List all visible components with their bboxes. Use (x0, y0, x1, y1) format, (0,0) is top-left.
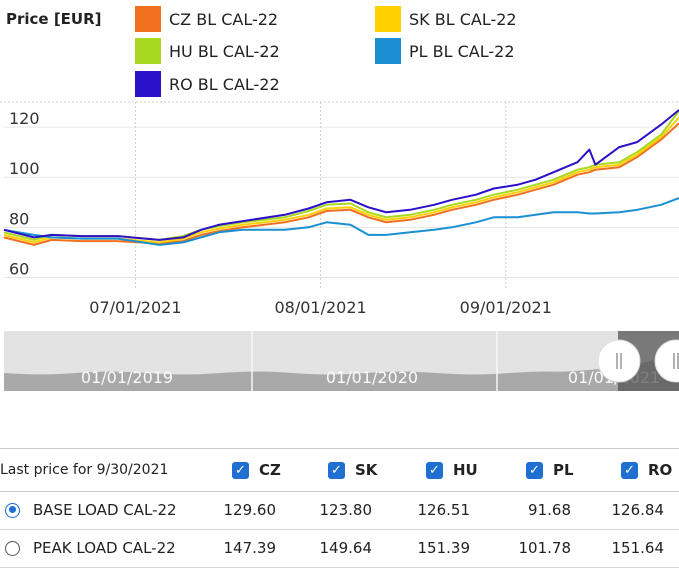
price-value: 101.78 (518, 539, 572, 557)
price-value: 129.60 (223, 501, 277, 519)
series-line (3, 116, 679, 244)
price-value: 91.68 (528, 501, 571, 519)
price-table-header: Last price for 9/30/2021 ✓ CZ ✓ SK ✓ HU ✓ PL ✓ RO (0, 448, 679, 492)
column-checkbox[interactable]: ✓ (621, 461, 638, 479)
column-checkbox[interactable]: ✓ (426, 461, 443, 479)
legend-swatch (135, 6, 161, 32)
y-tick-label: 60 (9, 259, 29, 278)
column-name: RO (648, 461, 673, 479)
row-label: BASE LOAD CAL-22 (33, 501, 177, 519)
x-tick-label: 07/01/2021 (89, 298, 181, 317)
navigator-series-area (4, 355, 679, 391)
row-label: PEAK LOAD CAL-22 (33, 539, 176, 557)
y-axis-label: Price [EUR] (6, 10, 102, 28)
column-checkbox[interactable]: ✓ (328, 461, 345, 479)
table-row[interactable]: BASE LOAD CAL-22 129.60 123.80 126.51 91.68 1… (0, 491, 679, 530)
legend-label: CZ BL CAL-22 (169, 9, 279, 29)
row-radio-button[interactable] (5, 540, 20, 556)
legend-label: SK BL CAL-22 (409, 9, 517, 29)
column-header: ✓ SK (328, 449, 377, 491)
legend-item[interactable]: SK BL CAL-22 (375, 5, 517, 33)
navigator-date-label: 01/01/2019 (81, 368, 173, 387)
drag-handle-icon[interactable] (654, 339, 679, 383)
legend-item[interactable]: CZ BL CAL-22 (135, 5, 278, 33)
series-line (3, 109, 679, 241)
column-checkbox[interactable]: ✓ (526, 461, 543, 479)
column-checkbox[interactable]: ✓ (232, 461, 249, 479)
y-tick-label: 80 (9, 209, 29, 228)
navigator-date-label: 01/01/2020 (326, 368, 418, 387)
legend-item[interactable]: HU BL CAL-22 (135, 37, 280, 65)
line-chart: 60 80 100 120 07/01/2021 08/01/2021 09/01/2021 (0, 101, 679, 317)
legend-label: PL BL CAL-22 (409, 41, 515, 61)
column-header: ✓ PL (526, 449, 574, 491)
series-line (3, 122, 679, 246)
legend-swatch (135, 38, 161, 64)
price-value: 123.80 (319, 501, 373, 519)
legend-item[interactable]: RO BL CAL-22 (135, 70, 280, 98)
legend-label: HU BL CAL-22 (169, 41, 280, 61)
column-header: ✓ HU (426, 449, 478, 491)
legend-swatch (135, 71, 161, 97)
legend-item[interactable]: PL BL CAL-22 (375, 37, 515, 65)
price-value: 126.84 (611, 501, 665, 519)
price-value: 147.39 (223, 539, 277, 557)
column-name: HU (453, 461, 478, 479)
price-value: 151.39 (417, 539, 471, 557)
column-name: PL (553, 461, 574, 479)
column-name: SK (355, 461, 378, 479)
table-row[interactable]: PEAK LOAD CAL-22 147.39 149.64 151.39 101.78… (0, 529, 679, 568)
x-tick-label: 09/01/2021 (460, 298, 552, 317)
legend-label: RO BL CAL-22 (169, 74, 280, 94)
price-value: 151.64 (611, 539, 665, 557)
series-line (3, 197, 679, 246)
price-value: 149.64 (319, 539, 373, 557)
y-tick-label: 100 (9, 159, 40, 178)
row-radio-button[interactable] (5, 502, 20, 518)
column-name: CZ (259, 461, 281, 479)
x-tick-label: 08/01/2021 (274, 298, 366, 317)
price-value: 126.51 (417, 501, 471, 519)
drag-handle-icon[interactable] (597, 339, 641, 383)
legend-swatch (375, 38, 401, 64)
column-header: ✓ CZ (232, 449, 281, 491)
last-price-label: Last price for 9/30/2021 (0, 462, 169, 478)
y-tick-label: 120 (9, 109, 40, 128)
legend-swatch (375, 6, 401, 32)
column-header: ✓ RO (621, 449, 672, 491)
